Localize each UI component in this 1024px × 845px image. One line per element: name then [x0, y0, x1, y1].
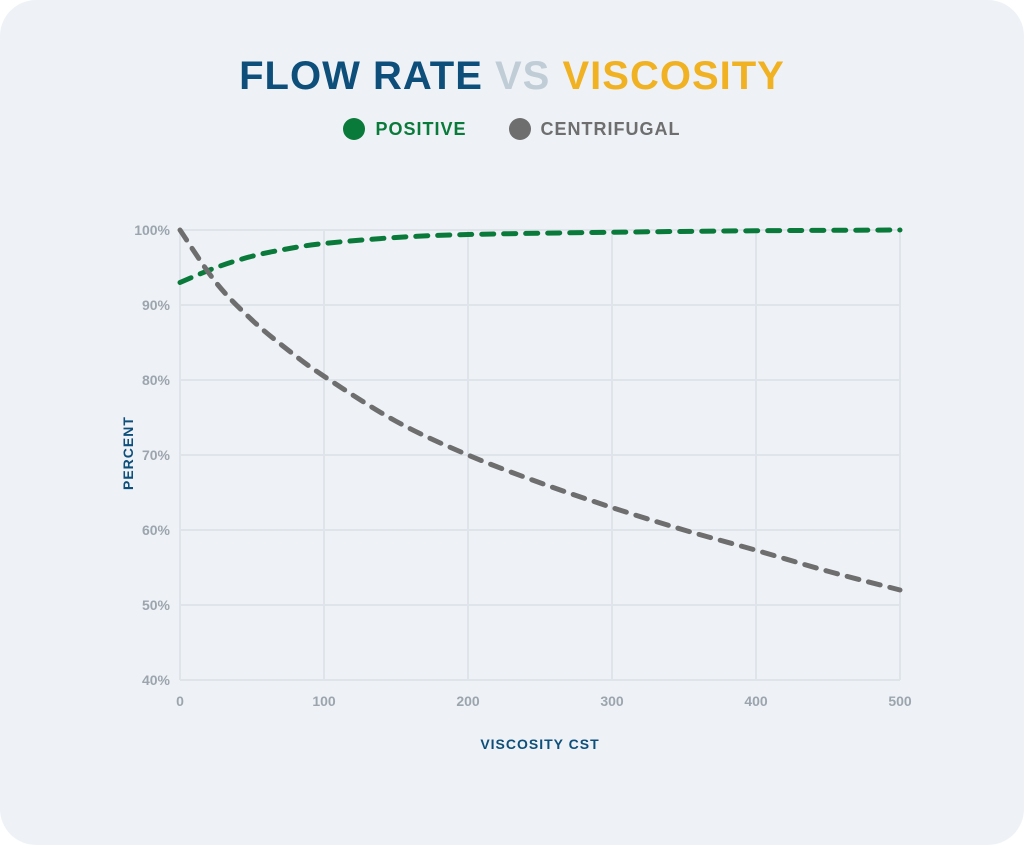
x-axis-label: VISCOSITY CST: [180, 736, 900, 752]
legend-item-positive: POSITIVE: [343, 118, 466, 140]
legend: POSITIVE CENTRIFUGAL: [0, 118, 1024, 145]
legend-item-centrifugal: CENTRIFUGAL: [509, 118, 681, 140]
series-positive: [180, 230, 900, 283]
x-tick-label: 100: [312, 693, 336, 709]
y-tick-label: 50%: [142, 597, 171, 613]
y-tick-label: 70%: [142, 447, 171, 463]
legend-swatch-centrifugal: [509, 118, 531, 140]
legend-swatch-positive: [343, 118, 365, 140]
chart-card: FLOW RATE VS VISCOSITY POSITIVE CENTRIFU…: [0, 0, 1024, 845]
title-part-viscosity: VISCOSITY: [562, 54, 784, 98]
y-tick-label: 100%: [134, 222, 170, 238]
x-tick-label: 200: [456, 693, 480, 709]
title-part-flowrate: FLOW RATE: [239, 54, 483, 98]
x-tick-label: 300: [600, 693, 624, 709]
legend-label-positive: POSITIVE: [375, 119, 466, 140]
legend-label-centrifugal: CENTRIFUGAL: [541, 119, 681, 140]
y-tick-label: 60%: [142, 522, 171, 538]
chart-svg: 0 100 200 300 400 500 40% 50% 60% 70% 80% 90% 100%: [100, 180, 940, 800]
x-tick-label: 400: [744, 693, 768, 709]
y-tick-label: 90%: [142, 297, 171, 313]
x-tick-label: 500: [888, 693, 912, 709]
chart-area: 0 100 200 300 400 500 40% 50% 60% 70% 80% 90% 100% P…: [100, 180, 940, 800]
series-centrifugal: [180, 230, 900, 590]
y-axis-label: PERCENT: [120, 416, 136, 490]
chart-title: FLOW RATE VS VISCOSITY: [0, 54, 1024, 99]
y-tick-label: 40%: [142, 672, 171, 688]
title-part-vs: VS: [495, 54, 550, 98]
x-tick-label: 0: [176, 693, 184, 709]
y-tick-label: 80%: [142, 372, 171, 388]
